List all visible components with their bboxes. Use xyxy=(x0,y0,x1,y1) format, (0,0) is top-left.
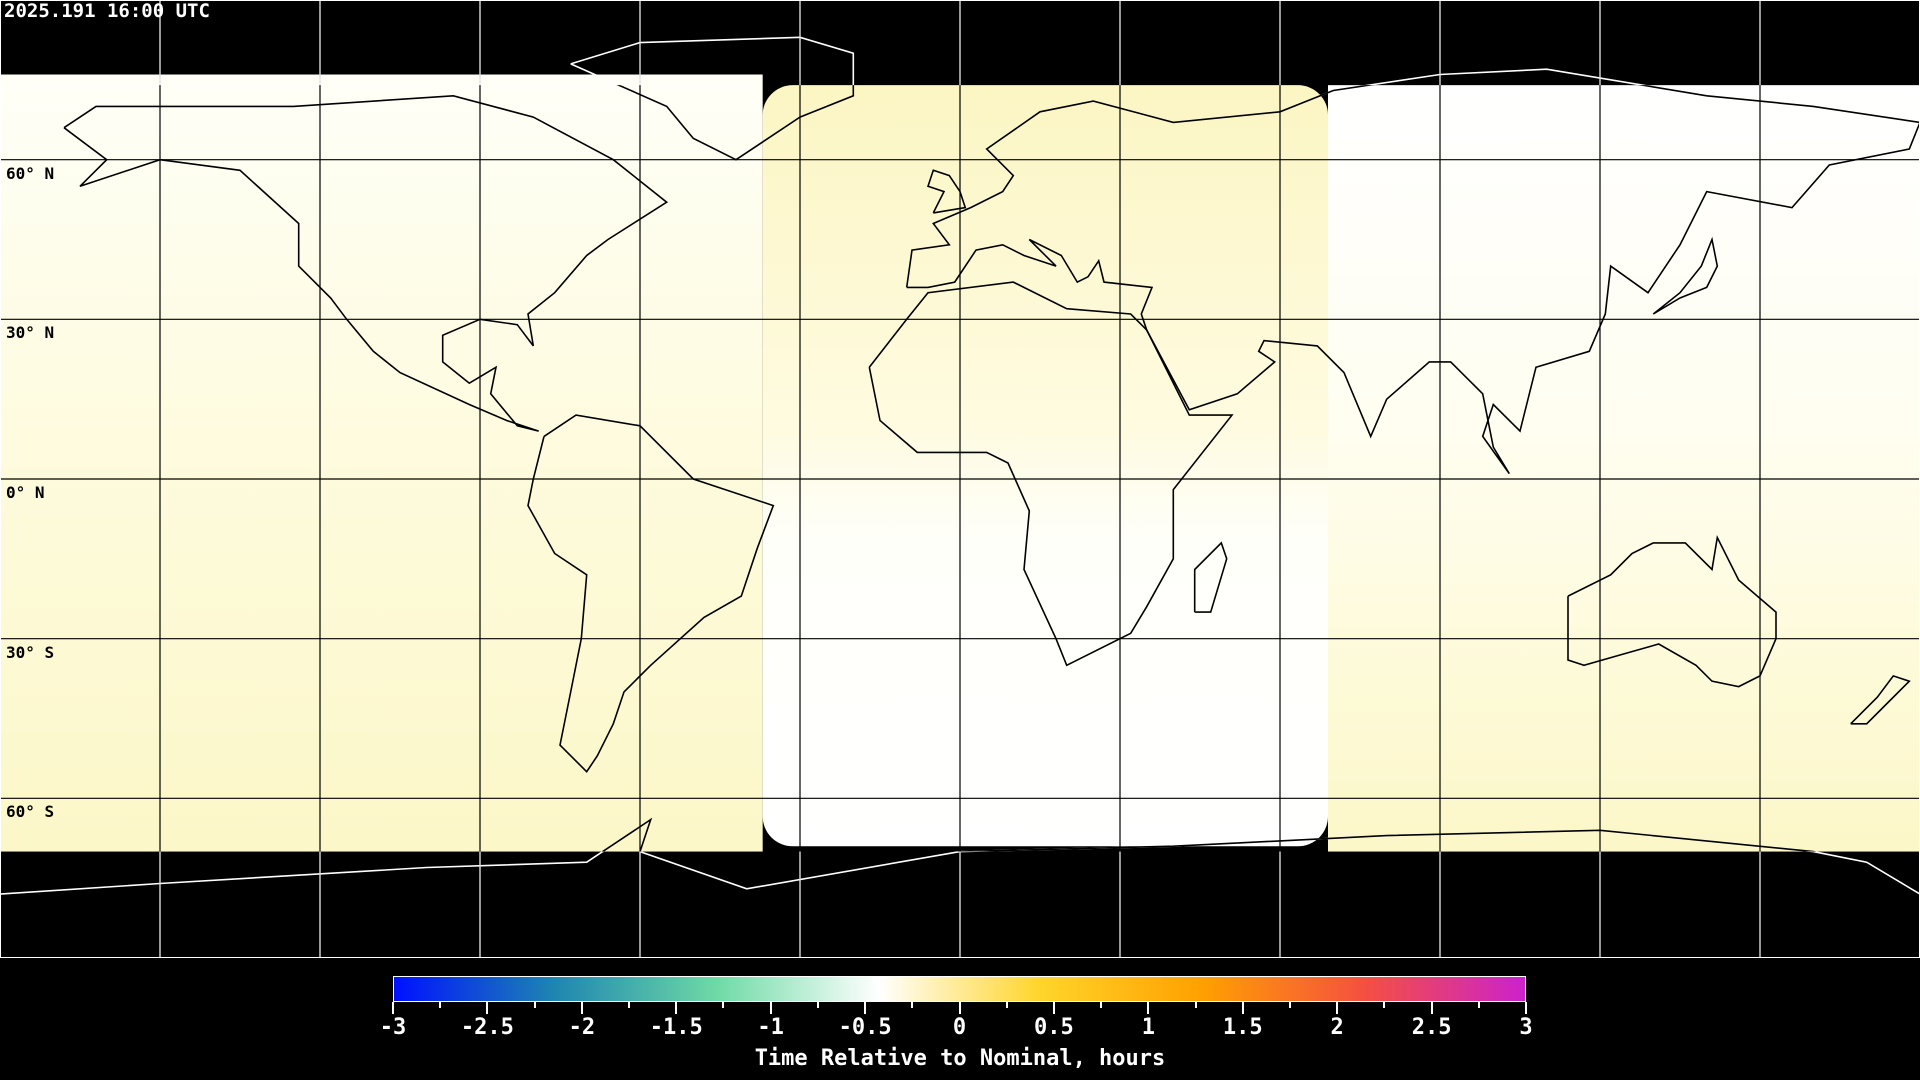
colorbar-tick xyxy=(816,1002,819,1008)
colorbar-tick-label: 1.5 xyxy=(1222,1015,1263,1040)
colorbar-tick-label: 0.5 xyxy=(1034,1015,1074,1040)
colorbar-tick xyxy=(958,1002,961,1014)
colorbar-tick xyxy=(1052,1002,1055,1014)
colorbar-tick xyxy=(769,1002,772,1014)
colorbar xyxy=(393,976,1526,1002)
colorbar-tick xyxy=(1194,1002,1197,1008)
colorbar-tick-label: 1 xyxy=(1141,1015,1155,1040)
colorbar-tick xyxy=(911,1002,914,1008)
colorbar-tick xyxy=(1336,1002,1339,1014)
coastline-antarctica-day xyxy=(601,817,1818,852)
colorbar-tick xyxy=(864,1002,867,1014)
lat-label: 60° S xyxy=(6,802,55,822)
colorbar-tick-label: -1 xyxy=(757,1015,784,1040)
colorbar-tick xyxy=(1147,1002,1150,1014)
coastline-madagascar-day xyxy=(1193,541,1228,613)
world-map xyxy=(0,0,1920,958)
colorbar-tick-label: 2 xyxy=(1330,1015,1344,1040)
colorbar-title: Time Relative to Nominal, hours xyxy=(754,1046,1166,1071)
coastline-eurasia-day xyxy=(905,85,1920,475)
colorbar-tick xyxy=(628,1002,631,1008)
colorbar-tick-label: -1.5 xyxy=(649,1015,703,1040)
colorbar-tick xyxy=(392,1002,394,1014)
coastline-north-america-day xyxy=(63,94,669,432)
coastline-new-zealand-day xyxy=(1850,674,1911,725)
colorbar-tick xyxy=(675,1002,678,1014)
sunlit-region xyxy=(0,74,1920,852)
lat-label: 60° N xyxy=(6,163,55,183)
colorbar-tick-label: 3 xyxy=(1519,1015,1533,1040)
coastline-great-britain-day xyxy=(926,169,967,214)
colorbar-tick xyxy=(1383,1002,1386,1008)
colorbar-tick xyxy=(439,1002,442,1008)
colorbar-tick xyxy=(1100,1002,1103,1008)
coastline-africa-day xyxy=(868,281,1234,667)
colorbar-tick xyxy=(486,1002,489,1014)
colorbar-tick xyxy=(1525,1002,1527,1014)
colorbar-tick xyxy=(1477,1002,1480,1008)
coastline-greenland-day xyxy=(616,85,855,161)
coastline-south-america-day xyxy=(527,414,775,773)
colorbar-tick-label: 0 xyxy=(952,1015,967,1040)
colorbar-tick xyxy=(533,1002,536,1008)
lat-label: 30° N xyxy=(6,323,55,343)
coastline-japan-day xyxy=(1652,236,1719,315)
colorbar-tick-label: 2.5 xyxy=(1411,1015,1452,1040)
colorbar-tick xyxy=(1430,1002,1433,1014)
lat-label: 0° N xyxy=(6,483,45,502)
colorbar-tick-label: -2.5 xyxy=(460,1015,514,1040)
colorbar-tick-label: -2 xyxy=(568,1015,596,1040)
lit-panel-west xyxy=(0,74,763,852)
colorbar-tick-label: -3 xyxy=(379,1015,407,1040)
colorbar-tick-label: -0.5 xyxy=(838,1015,892,1040)
lit-panel-east xyxy=(1328,85,1920,852)
timestamp: 2025.191 16:00 UTC xyxy=(4,0,210,22)
colorbar-tick xyxy=(580,1002,583,1014)
colorbar-tick xyxy=(1005,1002,1008,1008)
colorbar-tick xyxy=(1241,1002,1244,1014)
colorbar-tick xyxy=(1288,1002,1291,1008)
lit-panel-center xyxy=(762,85,1328,847)
lat-label: 30° S xyxy=(6,642,55,662)
colorbar-tick xyxy=(722,1002,725,1008)
